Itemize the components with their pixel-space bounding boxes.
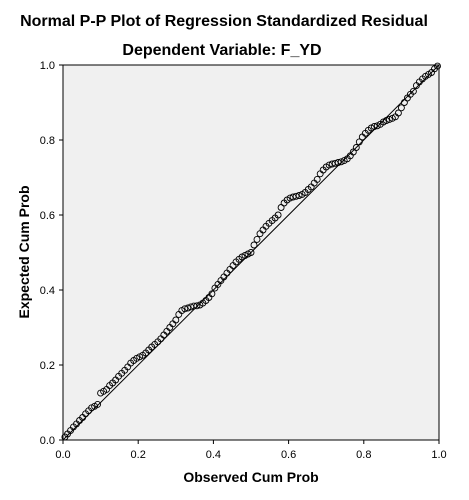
data-point — [355, 138, 363, 146]
data-point — [247, 249, 255, 256]
data-point — [325, 161, 333, 169]
data-point — [286, 194, 294, 202]
data-point — [181, 305, 189, 313]
x-tick-label: 0.6 — [281, 449, 296, 461]
data-point — [337, 158, 345, 166]
data-point — [382, 117, 390, 124]
data-point — [253, 235, 261, 243]
y-tick-label: 0.4 — [40, 285, 55, 297]
data-point — [184, 304, 192, 312]
data-point — [295, 192, 303, 199]
data-point — [334, 159, 342, 166]
y-tick-label: 0.2 — [40, 360, 55, 372]
data-point — [434, 62, 441, 70]
data-point — [352, 144, 360, 151]
data-point — [292, 192, 300, 200]
data-point — [94, 400, 102, 408]
data-point — [208, 290, 216, 298]
data-point — [250, 241, 258, 249]
x-tick-label: 0.8 — [356, 449, 371, 461]
data-point — [385, 115, 393, 123]
y-axis-ticks: 0.0 0.2 0.4 0.6 0.8 1.0 — [40, 60, 63, 447]
x-tick-label: 0.0 — [55, 449, 70, 461]
y-tick-label: 0.0 — [40, 435, 55, 447]
data-point — [313, 175, 321, 183]
data-points — [61, 62, 441, 441]
y-tick-label: 0.8 — [40, 135, 55, 147]
data-point — [394, 109, 402, 117]
chart-title: Normal P-P Plot of Regression Standardiz… — [20, 13, 428, 30]
data-point — [172, 316, 180, 324]
x-tick-label: 1.0 — [431, 449, 446, 461]
x-axis-label: Observed Cum Prob — [183, 469, 318, 485]
chart-subtitle: Dependent Variable: F_YD — [122, 42, 321, 59]
x-axis-ticks: 0.0 0.2 0.4 0.6 0.8 1.0 — [55, 440, 447, 461]
y-tick-label: 1.0 — [40, 60, 55, 72]
data-point — [274, 211, 282, 219]
y-tick-label: 0.6 — [40, 210, 55, 222]
x-tick-label: 0.4 — [206, 449, 221, 461]
data-point — [370, 123, 378, 130]
data-point — [409, 87, 417, 95]
data-point — [193, 302, 201, 310]
data-point — [397, 104, 405, 112]
y-axis-label: Expected Cum Prob — [16, 185, 32, 318]
x-tick-label: 0.2 — [131, 449, 146, 461]
